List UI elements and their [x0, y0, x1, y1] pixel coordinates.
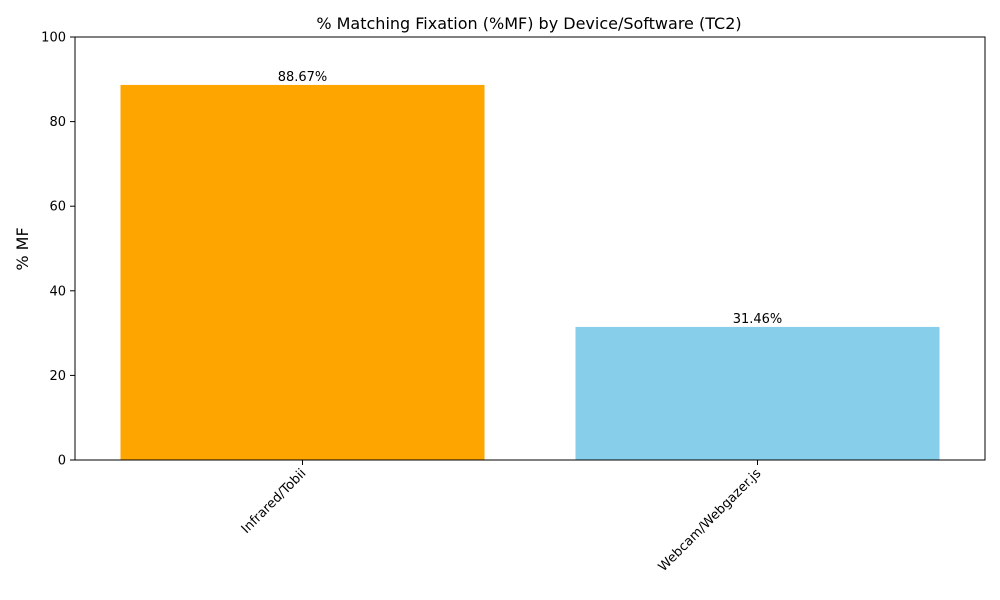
x-tick-label-1: Webcam/Webgazer.js: [656, 466, 765, 575]
chart-title: % Matching Fixation (%MF) by Device/Soft…: [316, 14, 741, 33]
y-tick-label-1: 20: [49, 369, 66, 384]
plot-frame: [74, 36, 986, 461]
y-axis-label: % MF: [13, 227, 32, 270]
data-label-0: 88.67%: [278, 70, 328, 85]
y-tick-label-0: 0: [58, 454, 66, 469]
bar-0: [120, 84, 485, 460]
bars-group: 88.67% 31.46%: [120, 70, 940, 460]
y-tick-label-5: 100: [41, 31, 66, 46]
y-tick-label-3: 60: [49, 200, 66, 215]
x-axis: Infrared/Tobii Webcam/Webgazer.js: [239, 460, 765, 575]
bar-1: [575, 326, 940, 460]
y-tick-label-2: 40: [49, 284, 66, 299]
data-label-1: 31.46%: [733, 312, 783, 327]
x-tick-label-0: Infrared/Tobii: [239, 466, 310, 537]
y-axis: 0 20 40 60 80 100: [41, 31, 75, 469]
y-tick-label-4: 80: [49, 115, 66, 130]
